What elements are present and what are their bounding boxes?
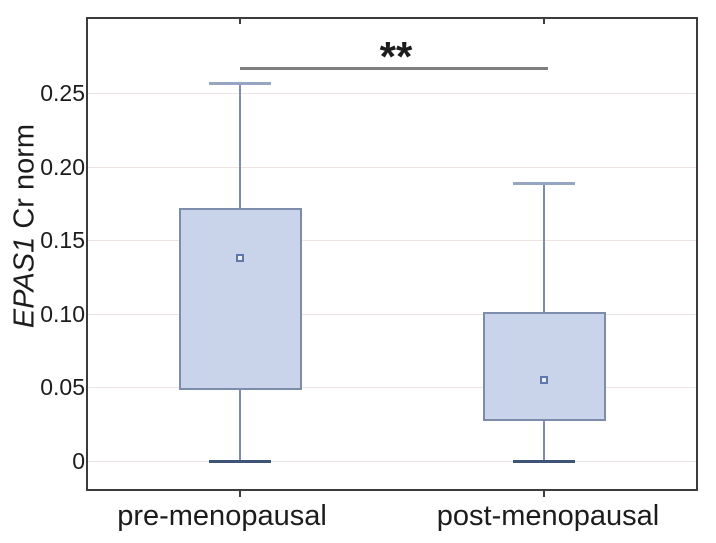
category-tick-bottom-0 [239,491,241,497]
y-tick-label-0.10: 0.10 [40,301,85,327]
mean-marker-post-menopausal [540,376,548,384]
x-category-label-post-menopausal: post-menopausal [436,500,660,532]
y-gridline-0.05 [88,387,696,388]
y-gridline-0.20 [88,167,696,168]
mean-marker-pre-menopausal [236,254,244,262]
significance-stars: ** [379,33,413,80]
whisker-cap-low-post-menopausal [513,460,575,463]
y-gridline-0.10 [88,314,696,315]
category-tick-top-1 [543,19,545,24]
y-tick-label-0.20: 0.20 [40,154,85,180]
x-category-label-pre-menopausal: pre-menopausal [117,500,327,532]
y-tick-label-0.05: 0.05 [40,374,85,400]
y-axis-title-units: Cr norm [8,123,41,237]
whisker-cap-high-pre-menopausal [209,82,271,85]
y-tick-label-0: 0 [72,448,85,474]
y-tick-label-0.15: 0.15 [40,227,85,253]
box-post-menopausal [482,312,606,421]
y-gridline-0.25 [88,93,696,94]
category-tick-bottom-1 [543,491,545,497]
box-pre-menopausal [178,208,302,390]
y-gridline-0 [88,461,696,462]
significance-bracket-line [240,67,548,70]
whisker-cap-high-post-menopausal [513,182,575,185]
y-tick-label-0.25: 0.25 [40,80,85,106]
whisker-cap-low-pre-menopausal [209,460,271,463]
category-tick-top-0 [239,19,241,24]
y-gridline-0.15 [88,240,696,241]
